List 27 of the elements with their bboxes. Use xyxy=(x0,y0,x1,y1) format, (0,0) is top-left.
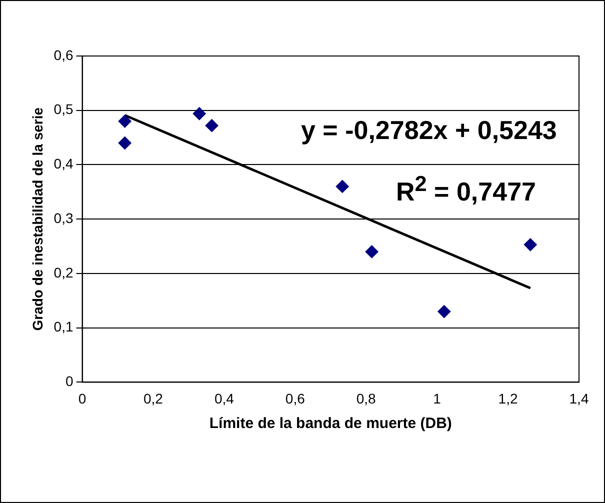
x-tick-label: 0,2 xyxy=(143,390,164,406)
x-tick-label: 0 xyxy=(78,390,86,406)
point xyxy=(192,107,206,120)
x-tick-label: 1,2 xyxy=(498,390,518,406)
annotation: R$^{2}$ = 0,7477 xyxy=(396,171,536,207)
y-tick-label: 0,3 xyxy=(54,210,74,226)
point xyxy=(118,114,132,128)
y-tick-label: 0,6 xyxy=(54,46,74,63)
y-tick-label: 0,4 xyxy=(54,156,74,172)
y-axis-title: Grado de inestabilidad de la serie xyxy=(29,107,46,331)
y-tick-label: 0,2 xyxy=(54,264,74,280)
annotation: y = -0,2782x + 0,5243 xyxy=(301,115,557,145)
x-tick-label: 0,6 xyxy=(285,390,306,406)
point xyxy=(205,119,218,132)
point xyxy=(438,305,451,318)
x-tick-label: 1,4 xyxy=(569,390,589,406)
point xyxy=(365,245,378,258)
x-tick-label: 0,4 xyxy=(214,390,234,406)
point xyxy=(524,238,537,252)
x-axis-title: Límite de la banda de muerte (DB) xyxy=(209,415,452,432)
y-tick-label: 0,5 xyxy=(54,101,74,118)
x-tick-label: 0,8 xyxy=(356,390,376,406)
x-tick-label: 1 xyxy=(433,390,442,406)
point xyxy=(336,180,349,193)
point xyxy=(118,136,132,150)
y-tick-label: 0,1 xyxy=(54,318,74,335)
y-tick-label: 0 xyxy=(65,373,74,390)
